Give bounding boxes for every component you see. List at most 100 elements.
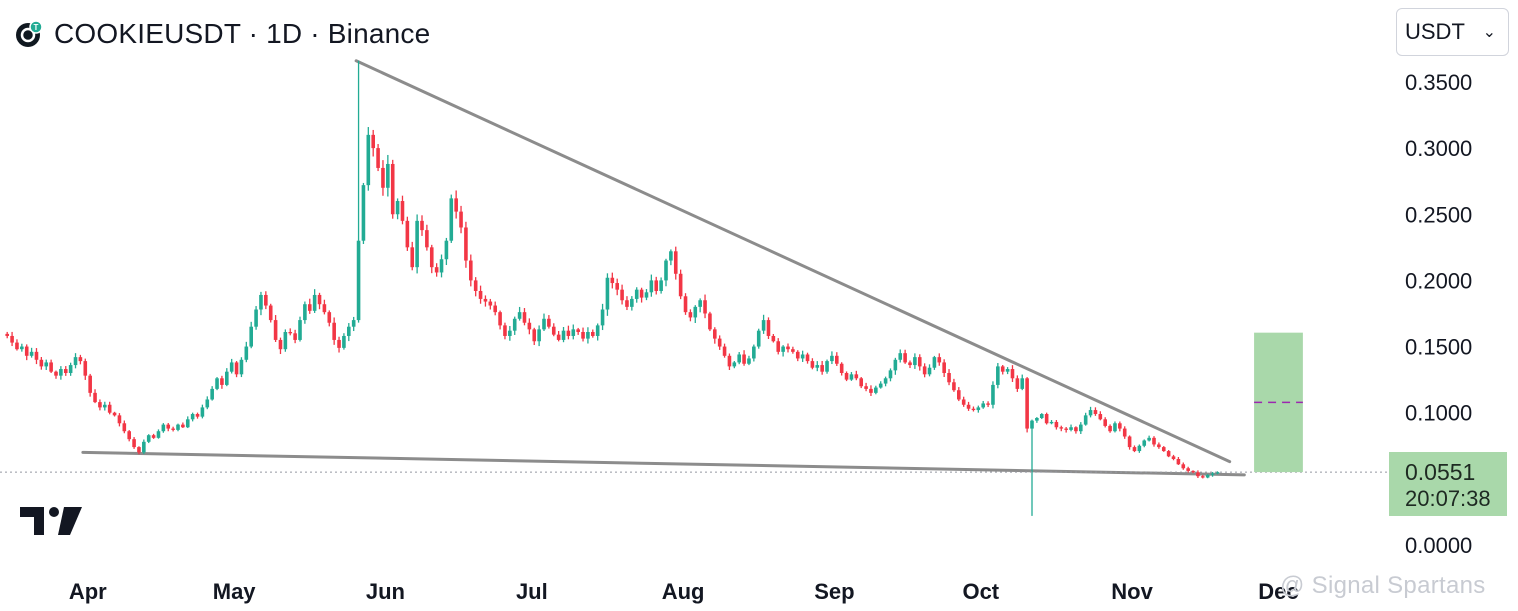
x-tick-label: Apr bbox=[69, 579, 107, 604]
candle bbox=[185, 416, 190, 429]
candle bbox=[1010, 365, 1015, 382]
candle bbox=[386, 154, 390, 197]
upper-trendline[interactable] bbox=[354, 59, 1232, 464]
candle bbox=[264, 291, 268, 310]
candle bbox=[566, 325, 571, 340]
candle bbox=[1049, 420, 1054, 425]
candle bbox=[917, 354, 922, 371]
candle bbox=[1079, 422, 1083, 434]
candle bbox=[913, 353, 917, 369]
candle bbox=[142, 439, 146, 455]
candle bbox=[547, 315, 551, 329]
currency-select[interactable]: USDT ⌄ bbox=[1396, 8, 1509, 56]
candle bbox=[659, 277, 663, 294]
candle bbox=[1215, 471, 1220, 475]
price-axis: 0.3500 0.3000 0.2500 0.2000 0.1500 0.1000 0.00… bbox=[1405, 70, 1472, 558]
candle bbox=[268, 303, 273, 323]
candle bbox=[1044, 412, 1049, 425]
candle bbox=[1191, 470, 1195, 474]
candle bbox=[210, 386, 214, 401]
y-tick-label: 0.2000 bbox=[1405, 268, 1472, 293]
candle bbox=[137, 446, 141, 455]
candle bbox=[54, 370, 58, 379]
candle bbox=[986, 401, 990, 408]
candle bbox=[68, 362, 73, 376]
candle bbox=[630, 296, 634, 311]
candle bbox=[888, 368, 893, 382]
candle bbox=[10, 331, 14, 347]
x-tick-label: May bbox=[213, 579, 257, 604]
candle bbox=[283, 329, 288, 352]
candle bbox=[800, 350, 805, 362]
candle bbox=[78, 354, 83, 365]
candle bbox=[351, 316, 356, 332]
candle bbox=[1205, 474, 1210, 479]
candle bbox=[303, 301, 307, 324]
candle bbox=[332, 317, 336, 345]
candle bbox=[664, 258, 668, 287]
candle bbox=[195, 412, 200, 419]
y-tick-label: 0.3500 bbox=[1405, 70, 1472, 95]
candle bbox=[425, 224, 429, 251]
tradingview-logo-icon[interactable] bbox=[20, 505, 82, 540]
candle bbox=[1118, 421, 1122, 432]
candle bbox=[756, 328, 761, 349]
candle bbox=[112, 411, 117, 417]
candle bbox=[488, 298, 493, 310]
candle bbox=[839, 362, 844, 376]
candle bbox=[1152, 436, 1156, 447]
candle bbox=[49, 359, 53, 374]
candle bbox=[434, 263, 439, 277]
candle bbox=[361, 182, 366, 244]
candle bbox=[576, 327, 580, 335]
candle bbox=[654, 276, 659, 295]
candle bbox=[727, 353, 732, 370]
candle bbox=[151, 433, 156, 439]
candle bbox=[752, 344, 756, 362]
candle bbox=[776, 338, 781, 355]
lower-trendline[interactable] bbox=[81, 450, 1246, 477]
candle bbox=[957, 387, 961, 402]
candle bbox=[166, 423, 171, 432]
candle bbox=[908, 360, 912, 369]
candle bbox=[781, 345, 785, 357]
x-tick-label: Oct bbox=[962, 579, 999, 604]
candle bbox=[146, 434, 151, 444]
chart-title: COOKIEUSDT · 1D · Binance bbox=[54, 18, 431, 49]
candle bbox=[571, 324, 576, 340]
candle bbox=[683, 293, 688, 315]
candle bbox=[961, 396, 966, 407]
candle bbox=[366, 127, 371, 191]
candle bbox=[688, 309, 693, 322]
candle bbox=[1103, 417, 1107, 428]
candle bbox=[600, 303, 605, 331]
candle bbox=[254, 306, 258, 330]
candle bbox=[981, 400, 985, 409]
candle bbox=[249, 321, 253, 349]
time-axis: Apr May Jun Jul Aug Sep Oct Nov Dec bbox=[69, 579, 1299, 604]
target-box[interactable] bbox=[1254, 332, 1303, 473]
candle bbox=[1186, 466, 1190, 473]
candle bbox=[39, 356, 44, 370]
candle bbox=[976, 405, 981, 413]
watermark: @ Signal Spartans bbox=[1280, 572, 1486, 599]
candle bbox=[581, 327, 585, 342]
candle bbox=[644, 289, 649, 301]
candle bbox=[1147, 435, 1151, 442]
candle bbox=[825, 359, 829, 374]
candle bbox=[464, 221, 468, 268]
candle bbox=[161, 423, 166, 433]
candle bbox=[122, 420, 127, 434]
candle bbox=[761, 314, 766, 334]
candle bbox=[225, 368, 229, 387]
candle bbox=[34, 348, 39, 365]
candle bbox=[273, 315, 278, 343]
candle bbox=[693, 305, 698, 323]
candle bbox=[639, 287, 644, 303]
x-tick-label: Dec bbox=[1258, 579, 1298, 604]
candle bbox=[634, 287, 639, 303]
candle bbox=[220, 375, 224, 389]
candle bbox=[1093, 407, 1098, 416]
candle bbox=[669, 249, 673, 266]
